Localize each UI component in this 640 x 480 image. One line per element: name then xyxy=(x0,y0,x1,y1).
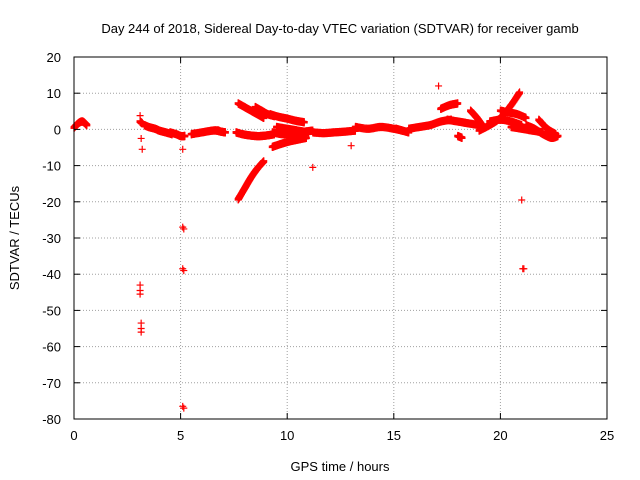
x-tick-label: 20 xyxy=(493,428,507,443)
data-points xyxy=(70,82,562,412)
data-marker xyxy=(179,145,187,153)
grid-lines xyxy=(74,57,607,419)
y-tick-label: 0 xyxy=(54,122,61,137)
y-axis-label: SDTVAR / TECUs xyxy=(7,185,22,290)
y-tick-label: -50 xyxy=(42,303,61,318)
y-tick-label: 10 xyxy=(47,86,61,101)
x-tick-label: 0 xyxy=(70,428,77,443)
x-tick-label: 25 xyxy=(600,428,614,443)
data-marker xyxy=(138,145,146,153)
data-marker xyxy=(181,131,189,139)
y-tick-label: -80 xyxy=(42,412,61,427)
y-tick-label: 20 xyxy=(47,50,61,65)
y-tick-label: -40 xyxy=(42,267,61,282)
chart-title: Day 244 of 2018, Sidereal Day-to-day VTE… xyxy=(101,21,578,36)
data-marker xyxy=(458,133,466,141)
y-tick-label: -70 xyxy=(42,376,61,391)
data-marker xyxy=(518,196,526,204)
x-tick-label: 10 xyxy=(280,428,294,443)
data-marker xyxy=(260,157,268,165)
y-tick-label: -60 xyxy=(42,340,61,355)
x-axis-label: GPS time / hours xyxy=(291,459,390,474)
axis-ticks xyxy=(73,56,608,420)
data-marker xyxy=(136,112,144,120)
y-tick-label: -10 xyxy=(42,159,61,174)
data-marker xyxy=(180,404,188,412)
data-marker xyxy=(137,328,145,336)
data-marker xyxy=(435,82,443,90)
data-marker xyxy=(136,290,144,298)
data-marker xyxy=(83,121,91,129)
data-marker xyxy=(300,118,308,126)
data-marker xyxy=(552,130,560,138)
data-marker xyxy=(180,225,188,233)
data-marker xyxy=(179,265,187,273)
x-tick-label: 15 xyxy=(387,428,401,443)
x-tick-label: 5 xyxy=(177,428,184,443)
data-marker xyxy=(522,113,530,121)
y-tick-label: -30 xyxy=(42,231,61,246)
data-marker xyxy=(520,265,528,273)
data-marker xyxy=(309,163,317,171)
tick-labels: 0 5 10 15 20 25 20 10 0 -10 -20 -30 -40 -50 -60 -70 -80 xyxy=(42,50,614,443)
y-tick-label: -20 xyxy=(42,195,61,210)
data-marker xyxy=(180,267,188,275)
data-marker xyxy=(516,88,524,96)
data-marker xyxy=(137,134,145,142)
data-marker xyxy=(347,142,355,150)
data-marker xyxy=(454,99,462,107)
data-marker xyxy=(221,128,229,136)
data-marker xyxy=(179,223,187,231)
